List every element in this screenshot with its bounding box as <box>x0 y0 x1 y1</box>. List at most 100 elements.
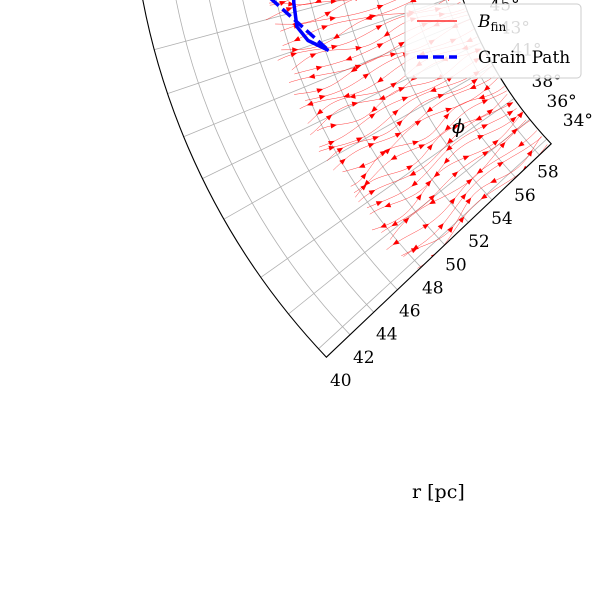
r-tick-label: 46 <box>399 302 421 322</box>
b-fin-arrowhead <box>314 0 322 3</box>
r-gridline <box>343 0 469 223</box>
r-tick-label: 40 <box>330 371 352 391</box>
b-fin-arrowhead <box>483 84 491 91</box>
b-fin-field-line <box>342 76 500 173</box>
phi-gridline <box>223 65 494 220</box>
phi-axis-label: ϕ <box>452 116 465 138</box>
b-fin-arrowhead <box>329 16 337 22</box>
b-fin-arrowhead <box>349 93 356 99</box>
b-fin-field-line <box>318 63 490 152</box>
r-tick-label: 50 <box>445 255 467 275</box>
b-fin-arrowhead <box>375 201 383 207</box>
b-fin-arrowhead <box>377 76 384 83</box>
plot-frame <box>142 0 552 358</box>
b-fin-arrowhead <box>330 123 337 129</box>
b-fin-arrowhead <box>443 113 450 120</box>
phi-gridline <box>260 98 515 278</box>
b-fin-field-line <box>403 135 542 257</box>
r-gridline <box>209 0 374 313</box>
b-fin-arrowhead <box>486 109 494 115</box>
b-fin-field-line <box>268 0 448 5</box>
b-fin-arrowhead <box>490 177 497 183</box>
b-fin-arrowhead <box>396 120 403 127</box>
b-fin-field-line <box>326 64 494 162</box>
r-tick-label: 58 <box>537 163 559 183</box>
b-fin-arrowhead <box>445 107 453 113</box>
b-fin-arrowhead <box>390 82 397 88</box>
b-fin-arrowhead <box>506 110 514 117</box>
r-tick-label: 54 <box>491 209 513 229</box>
legend-label-grain-path: Grain Path <box>478 48 570 68</box>
b-fin-arrowhead <box>392 239 400 245</box>
b-fin-arrowhead <box>401 96 409 102</box>
b-fin-arrowhead <box>518 141 525 147</box>
b-fin-arrowhead <box>391 220 399 227</box>
b-fin-arrowhead <box>315 65 323 71</box>
b-fin-arrowhead <box>290 52 298 58</box>
b-fin-arrowhead <box>325 114 333 121</box>
r-gridline <box>175 0 351 335</box>
b-fin-arrowhead <box>447 226 454 233</box>
b-fin-arrowhead <box>402 217 410 224</box>
r-gridline <box>242 0 398 291</box>
b-fin-arrowhead <box>506 102 514 108</box>
b-fin-arrowhead <box>355 45 363 51</box>
b-fin-arrowhead <box>426 143 433 151</box>
b-fin-arrowhead <box>383 30 391 37</box>
b-fin-arrowhead <box>412 244 419 251</box>
b-fin-arrowhead <box>437 93 445 99</box>
b-fin-arrowhead <box>430 253 438 260</box>
b-fin-arrowhead <box>398 41 405 48</box>
b-fin-field-line <box>275 0 452 25</box>
b-fin-arrowhead <box>293 36 301 42</box>
b-fin-arrowhead <box>328 140 335 146</box>
b-fin-arrowhead <box>362 73 370 80</box>
b-fin-field-line <box>358 102 514 203</box>
b-fin-arrowhead <box>444 124 452 131</box>
b-fin-arrowhead <box>394 132 402 138</box>
b-fin-arrowhead <box>339 158 346 165</box>
b-fin-arrowhead <box>328 145 336 151</box>
b-fin-field-line <box>371 111 524 231</box>
b-fin-field-line <box>350 86 505 187</box>
b-fin-arrowhead <box>379 150 387 157</box>
b-fin-arrowhead <box>279 1 287 6</box>
b-fin-arrowhead <box>316 108 324 115</box>
b-fin-field-line <box>353 90 507 193</box>
legend-label-b-fin-main: B <box>477 12 491 32</box>
legend: Bfin Grain Path <box>404 3 582 79</box>
b-fin-arrowhead <box>376 4 384 10</box>
b-fin-arrowhead <box>292 47 299 53</box>
b-fin-arrowhead <box>511 128 518 135</box>
b-fin-arrowhead <box>360 184 367 191</box>
b-fin-arrowhead <box>471 78 478 85</box>
b-fin-field-line <box>389 120 530 240</box>
b-fin-arrowhead <box>412 140 419 146</box>
b-fin-arrowhead <box>333 33 340 40</box>
r-gridline <box>309 0 445 246</box>
b-fin-arrowhead <box>356 137 363 143</box>
b-fin-field-line <box>366 108 517 209</box>
r-tick-label: 48 <box>422 278 444 298</box>
r-tick-label: 56 <box>514 186 536 206</box>
phi-gridline <box>318 138 548 350</box>
b-fin-arrowhead <box>376 43 384 49</box>
legend-box <box>404 3 582 79</box>
b-fin-arrowhead <box>321 25 329 31</box>
r-tick-label: 44 <box>376 325 398 345</box>
b-fin-arrowhead <box>375 25 383 31</box>
b-fin-arrowhead <box>316 88 324 94</box>
b-fin-arrowhead <box>285 7 293 13</box>
b-fin-arrowhead <box>466 178 473 185</box>
b-fin-arrowhead <box>449 197 456 205</box>
r-gridline <box>377 0 493 201</box>
b-fin-arrowhead <box>428 194 435 201</box>
b-fin-arrowhead <box>415 193 422 201</box>
b-fin-field-line <box>386 130 537 250</box>
b-fin-arrowhead <box>429 198 436 205</box>
b-fin-arrowhead <box>384 148 391 155</box>
b-fin-arrowhead <box>392 109 399 116</box>
b-fin-arrowhead <box>390 154 398 160</box>
b-fin-arrowhead <box>414 120 422 126</box>
b-fin-arrowhead <box>390 52 397 58</box>
